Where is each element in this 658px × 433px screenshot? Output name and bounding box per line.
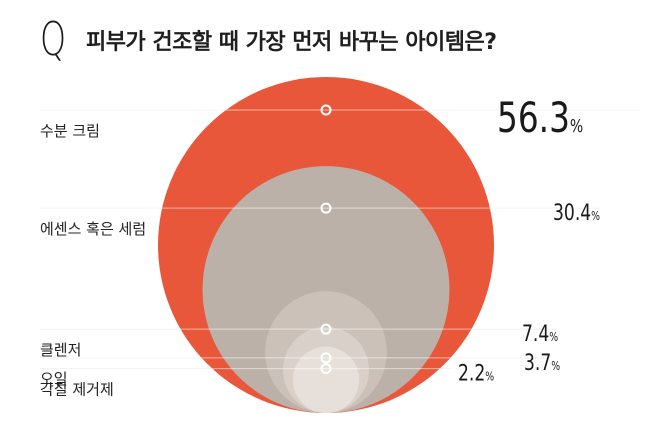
bubble-4 xyxy=(292,346,360,413)
value-label-2: 7.4% xyxy=(522,321,558,347)
value-label-3: 3.7% xyxy=(524,350,560,376)
chart-title: 피부가 건조할 때 가장 먼저 바꾸는 아이템은? xyxy=(86,30,497,55)
bubble-1 xyxy=(202,166,450,413)
category-label-3: 오일 xyxy=(40,370,68,388)
bubble-marker-2 xyxy=(320,323,332,335)
category-label-0: 수분 크림 xyxy=(40,122,100,140)
question-mark-letter: Q xyxy=(40,12,66,66)
value-label-1: 30.4% xyxy=(553,200,600,226)
category-label-2: 클렌저 xyxy=(40,341,81,359)
bubble-marker-3 xyxy=(320,352,332,364)
bubble-marker-1 xyxy=(320,202,332,214)
bubble-marker-0 xyxy=(320,104,332,116)
value-label-0: 56.3% xyxy=(497,93,583,142)
category-label-1: 에센스 혹은 세럼 xyxy=(40,220,146,238)
category-label-4: 각질 제거제 xyxy=(40,381,114,399)
bubble-marker-4 xyxy=(320,363,332,375)
value-label-4: 2.2% xyxy=(458,361,494,387)
